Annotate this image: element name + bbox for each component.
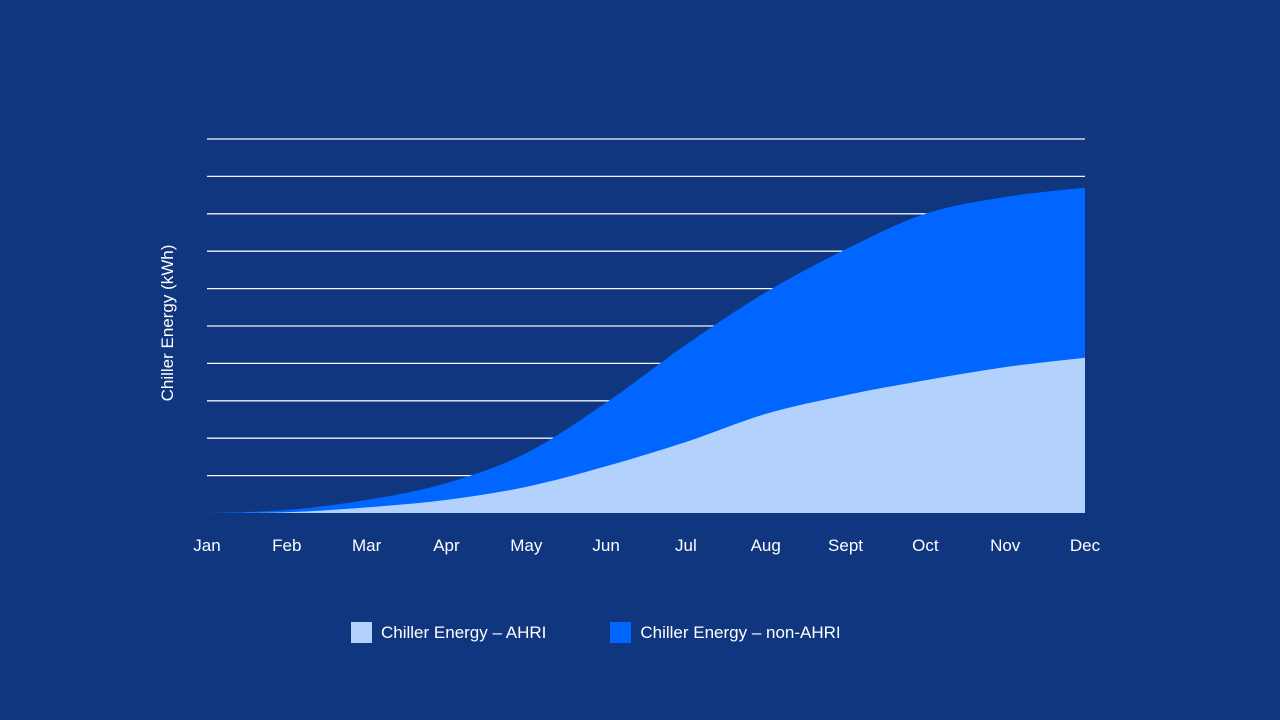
- x-tick-label: Apr: [433, 536, 460, 555]
- x-tick-label: May: [510, 536, 543, 555]
- x-tick-label: Nov: [990, 536, 1021, 555]
- grid-lines: [207, 138, 1085, 477]
- legend-swatch-ahri: [351, 622, 372, 643]
- legend-item-non-ahri: Chiller Energy – non-AHRI: [610, 622, 841, 643]
- x-tick-label: Jul: [675, 536, 697, 555]
- chart-legend: Chiller Energy – AHRI Chiller Energy – n…: [351, 622, 841, 643]
- legend-label-ahri: Chiller Energy – AHRI: [381, 622, 547, 642]
- legend-item-ahri: Chiller Energy – AHRI: [351, 622, 546, 643]
- legend-label-non-ahri: Chiller Energy – non-AHRI: [640, 622, 841, 642]
- x-tick-label: Dec: [1070, 536, 1101, 555]
- x-axis-tick-labels: Jan Feb Mar Apr May Jun Jul Aug Sept Oct Nov Dec: [193, 536, 1100, 555]
- area-ahri: [207, 357, 1085, 513]
- x-tick-label: Oct: [912, 536, 939, 555]
- x-tick-label: Aug: [751, 536, 781, 555]
- y-axis-label: Chiller Energy (kWh): [158, 245, 177, 402]
- x-tick-label: Sept: [828, 536, 863, 555]
- chart-areas: [207, 187, 1085, 513]
- x-tick-label: Feb: [272, 536, 301, 555]
- x-tick-label: Jun: [592, 536, 619, 555]
- x-tick-label: Mar: [352, 536, 382, 555]
- x-tick-label: Jan: [193, 536, 220, 555]
- legend-swatch-non-ahri: [610, 622, 632, 643]
